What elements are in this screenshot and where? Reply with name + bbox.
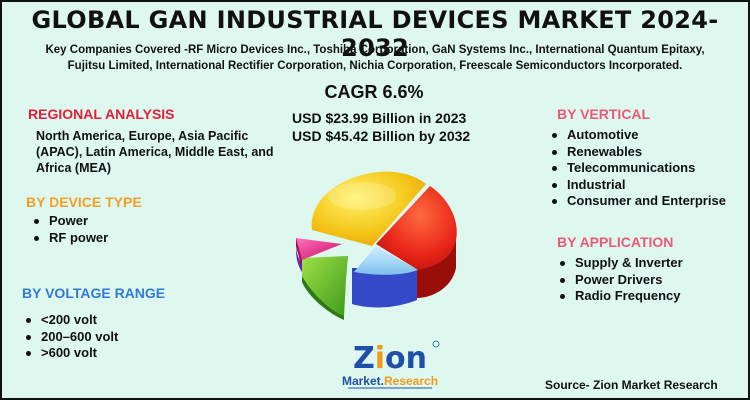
list-item: Automotive — [550, 127, 726, 144]
list-item: Power Drivers — [558, 272, 683, 289]
market-size-2023: USD $23.99 Billion in 2023 — [292, 110, 467, 126]
bullet-icon — [560, 277, 565, 283]
bullet-icon — [552, 149, 557, 155]
pie-wall-red — [417, 238, 456, 298]
list-item: Supply & Inverter — [558, 255, 683, 272]
bullet-icon — [560, 294, 565, 299]
market-size-2032: USD $45.42 Billion by 2032 — [292, 128, 471, 144]
source-note: Source- Zion Market Research — [545, 378, 718, 392]
bullet-icon — [560, 261, 565, 266]
pie-slice-green — [302, 256, 348, 316]
pie-wall-pink — [296, 238, 302, 268]
bullet-icon — [26, 351, 31, 356]
pie-wall-blue-front — [352, 270, 417, 308]
voltage-range-list: <200 volt 200–600 volt >600 volt — [24, 312, 118, 362]
list-item: RF power — [32, 230, 108, 247]
vertical-title: BY VERTICAL — [557, 106, 651, 122]
regional-analysis-text: North America, Europe, Asia Pacific (APA… — [36, 129, 274, 175]
logo-wordmark-market-research: Market.Research — [342, 374, 438, 388]
list-item: >600 volt — [24, 345, 118, 362]
pie-slice-red — [376, 186, 457, 270]
pie-slice-pink — [296, 238, 342, 260]
list-item: Telecommunications — [550, 160, 726, 177]
pie-wall-green — [302, 276, 344, 320]
pie-graphic — [296, 171, 457, 320]
pie-highlight — [328, 182, 396, 210]
bullet-icon — [552, 199, 557, 204]
logo-wordmark-zion: Zion — [353, 341, 427, 376]
bullet-icon — [26, 318, 31, 323]
list-item: Power — [32, 213, 108, 230]
pie-edge-purple — [296, 244, 302, 272]
bullet-icon — [34, 235, 39, 241]
cagr-value: CAGR 6.6% — [324, 82, 424, 102]
companies-line-2: Fujitsu Limited, International Rectifier… — [67, 60, 683, 72]
zion-market-research-logo: Zion Market.Research — [342, 340, 440, 389]
list-item: <200 volt — [24, 312, 118, 329]
bullet-icon — [552, 166, 557, 171]
key-companies: Key Companies Covered -RF Micro Devices … — [22, 42, 728, 74]
bullet-icon — [34, 219, 39, 224]
list-item: 200–600 volt — [24, 329, 118, 346]
list-item: Radio Frequency — [558, 288, 683, 305]
device-type-title: BY DEVICE TYPE — [26, 194, 142, 210]
market-size: USD $23.99 Billion in 2023 USD $45.42 Bi… — [292, 109, 471, 145]
registered-mark-icon — [432, 340, 440, 348]
pie-slice-yellow — [311, 171, 426, 246]
bullet-icon — [26, 334, 31, 340]
list-item: Industrial — [550, 177, 726, 194]
companies-line-1: Key Companies Covered -RF Micro Devices … — [45, 44, 705, 56]
regional-analysis-title: REGIONAL ANALYSIS — [28, 106, 175, 122]
voltage-range-title: BY VOLTAGE RANGE — [22, 285, 166, 301]
vertical-list: Automotive Renewables Telecommunications… — [550, 127, 726, 210]
bullet-icon — [552, 182, 557, 188]
bullet-icon — [552, 133, 557, 138]
device-type-list: Power RF power — [32, 213, 108, 246]
page-title: GLOBAL GAN INDUSTRIAL DEVICES MARKET 202… — [31, 6, 719, 62]
list-item: Renewables — [550, 144, 726, 161]
application-title: BY APPLICATION — [557, 234, 674, 250]
pie-slice-lightblue — [354, 246, 418, 275]
list-item: Consumer and Enterprise — [550, 193, 726, 210]
application-list: Supply & Inverter Power Drivers Radio Fr… — [558, 255, 683, 305]
